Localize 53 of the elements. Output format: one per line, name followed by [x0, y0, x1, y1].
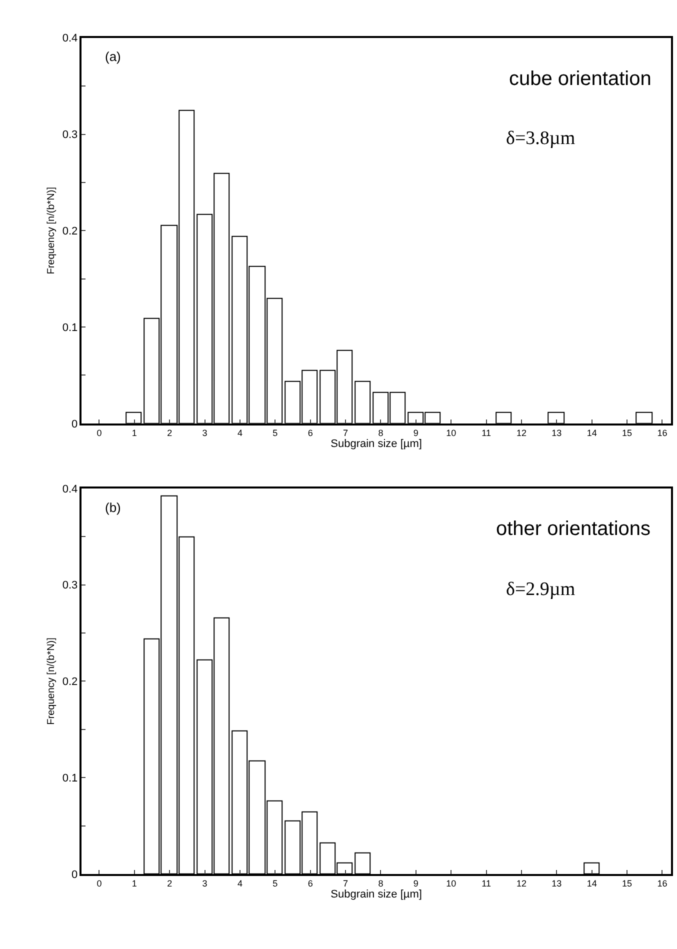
annotation: cube orientation: [509, 68, 652, 90]
annotation: (b): [105, 500, 121, 515]
y-tick-label: 0.3: [62, 129, 78, 142]
y-axis-title: Frequency [n/(b*N)]: [46, 186, 57, 274]
x-tick-label: 8: [378, 878, 384, 889]
x-tick-label: 1: [132, 428, 137, 438]
x-tick-label: 2: [167, 428, 172, 438]
y-tick-label: 0.1: [62, 322, 78, 334]
x-tick-label: 6: [308, 428, 313, 438]
x-tick-label: 16: [657, 878, 668, 889]
x-tick-label: 16: [657, 428, 668, 438]
x-tick-label: 9: [413, 878, 418, 889]
x-tick-label: 5: [272, 428, 278, 438]
x-tick-label: 11: [482, 428, 491, 438]
y-tick-label: 0: [72, 868, 78, 881]
x-tick-label: 5: [272, 878, 278, 889]
x-tick-label: 4: [237, 878, 242, 889]
y-tick-label: 0.4: [62, 32, 78, 45]
y-tick-label: 0.1: [62, 772, 78, 784]
annotation: other orientations: [496, 518, 651, 540]
x-tick-label: 7: [343, 878, 348, 889]
x-tick-label: 0: [96, 878, 102, 889]
annotation: (a): [105, 49, 121, 64]
x-tick-label: 13: [552, 428, 562, 438]
annotation: δ=3.8µm: [506, 128, 576, 149]
x-tick-label: 0: [96, 428, 102, 438]
x-tick-label: 2: [167, 878, 172, 889]
x-tick-label: 3: [202, 428, 208, 438]
x-tick-label: 12: [516, 878, 526, 889]
x-tick-label: 9: [413, 428, 418, 438]
x-tick-label: 7: [343, 428, 348, 438]
x-tick-label: 3: [202, 878, 208, 889]
x-tick-label: 15: [622, 428, 632, 438]
x-axis-title: Subgrain size [µm]: [330, 888, 422, 901]
x-tick-label: 8: [378, 428, 384, 438]
y-tick-label: 0.4: [62, 483, 78, 496]
x-tick-label: 10: [446, 428, 456, 438]
x-tick-label: 14: [586, 428, 597, 438]
y-tick-label: 0.3: [62, 580, 78, 592]
y-tick-label: 0.2: [62, 676, 78, 688]
x-tick-label: 6: [308, 878, 313, 889]
x-tick-label: 1: [132, 878, 137, 889]
annotation: δ=2.9µm: [506, 579, 576, 600]
x-tick-label: 12: [516, 428, 526, 438]
y-tick-label: 0.2: [62, 225, 78, 238]
x-tick-label: 14: [586, 878, 597, 889]
x-tick-label: 11: [482, 878, 491, 889]
x-tick-label: 15: [622, 878, 632, 889]
y-axis-title: Frequency [n/(b*N)]: [46, 637, 57, 725]
x-axis-title: Subgrain size [µm]: [330, 438, 422, 450]
x-tick-label: 10: [446, 878, 456, 889]
x-tick-label: 13: [552, 878, 562, 889]
x-tick-label: 4: [237, 428, 242, 438]
